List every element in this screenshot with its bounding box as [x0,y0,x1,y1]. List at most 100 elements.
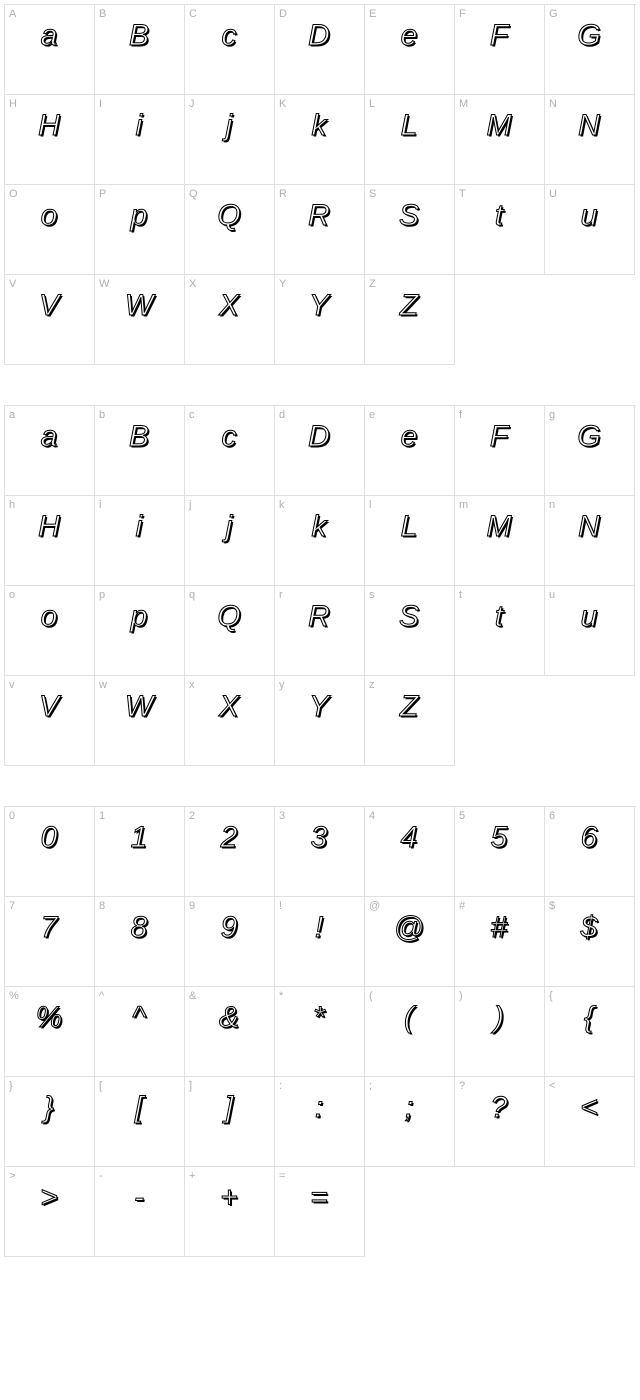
charmap-cell-empty [455,275,545,365]
cell-glyph: ! [275,911,364,945]
cell-glyph: o [5,199,94,233]
charmap-cell: ## [455,897,545,987]
cell-glyph: L [365,510,454,544]
charmap-cell: Uu [545,185,635,275]
charmap-cell: kk [275,496,365,586]
charmap-cell: [[ [95,1077,185,1167]
cell-glyph: W [95,690,184,724]
cell-glyph: ; [365,1091,454,1125]
cell-glyph: j [185,510,274,544]
cell-glyph: # [455,911,544,945]
charmap-cell: qQ [185,586,275,676]
cell-glyph: k [275,109,364,143]
cell-glyph: L [365,109,454,143]
charmap-cell: == [275,1167,365,1257]
charmap-cell: lL [365,496,455,586]
charmap-cell: $$ [545,897,635,987]
cell-glyph: X [185,289,274,323]
charmap-cell: QQ [185,185,275,275]
character-map-root: AaBBCcDDEeFFGGHHIiJjKkLLMMNNOoPpQQRRSSTt… [4,4,636,1257]
cell-glyph: R [275,600,364,634]
cell-glyph: i [95,109,184,143]
charmap-cell: bB [95,406,185,496]
cell-glyph: + [185,1181,274,1215]
cell-glyph: 3 [275,821,364,855]
cell-glyph: F [455,19,544,53]
charmap-cell: rR [275,586,365,676]
cell-glyph: @ [365,911,454,945]
charmap-cell: Pp [95,185,185,275]
charmap-cell: -- [95,1167,185,1257]
charmap-cell: gG [545,406,635,496]
charmap-cell: Oo [5,185,95,275]
charmap-cell: hH [5,496,95,586]
charmap-cell-empty [365,1167,455,1257]
charmap-section: aabBccdDeefFgGhHiijjkklLmMnNooppqQrRsStt… [4,405,636,766]
charmap-cell: cc [185,406,275,496]
charmap-cell: DD [275,5,365,95]
charmap-cell: ^^ [95,987,185,1077]
charmap-cell: LL [365,95,455,185]
charmap-section: AaBBCcDDEeFFGGHHIiJjKkLLMMNNOoPpQQRRSSTt… [4,4,636,365]
charmap-cell: pp [95,586,185,676]
cell-glyph: j [185,109,274,143]
cell-glyph: Q [185,199,274,233]
charmap-section: 00112233445566778899!!@@##$$%%^^&&**(())… [4,806,636,1257]
charmap-cell-empty [545,275,635,365]
charmap-cell: 11 [95,807,185,897]
cell-glyph: ^ [95,1001,184,1035]
cell-glyph: G [545,420,634,454]
charmap-cell: !! [275,897,365,987]
cell-glyph: c [185,19,274,53]
charmap-grid: aabBccdDeefFgGhHiijjkklLmMnNooppqQrRsStt… [4,405,636,766]
charmap-cell-empty [545,676,635,766]
cell-glyph: * [275,1001,364,1035]
cell-glyph: e [365,19,454,53]
charmap-cell: (( [365,987,455,1077]
charmap-cell: oo [5,586,95,676]
cell-glyph: Z [365,690,454,724]
cell-glyph: Y [275,690,364,724]
charmap-cell: 00 [5,807,95,897]
charmap-cell: dD [275,406,365,496]
charmap-cell: && [185,987,275,1077]
cell-glyph: D [275,19,364,53]
charmap-cell: {{ [545,987,635,1077]
cell-glyph: o [5,600,94,634]
charmap-cell: Ee [365,5,455,95]
cell-glyph: ] [185,1091,274,1125]
charmap-cell: %% [5,987,95,1077]
charmap-cell: vV [5,676,95,766]
charmap-cell: MM [455,95,545,185]
cell-glyph: G [545,19,634,53]
cell-glyph: 4 [365,821,454,855]
charmap-cell: Cc [185,5,275,95]
charmap-cell: RR [275,185,365,275]
charmap-cell-empty [455,676,545,766]
cell-glyph: B [95,19,184,53]
charmap-cell: Kk [275,95,365,185]
cell-glyph: > [5,1181,94,1215]
cell-glyph: e [365,420,454,454]
cell-glyph: V [5,690,94,724]
charmap-cell: wW [95,676,185,766]
charmap-cell: ?? [455,1077,545,1167]
cell-glyph: u [545,199,634,233]
charmap-cell: fF [455,406,545,496]
cell-glyph: [ [95,1091,184,1125]
cell-glyph: H [5,510,94,544]
charmap-cell: BB [95,5,185,95]
cell-glyph: t [455,600,544,634]
cell-glyph: 9 [185,911,274,945]
charmap-cell: uu [545,586,635,676]
cell-glyph: 0 [5,821,94,855]
charmap-cell: << [545,1077,635,1167]
cell-glyph: 6 [545,821,634,855]
charmap-cell: zZ [365,676,455,766]
charmap-cell: aa [5,406,95,496]
cell-glyph: R [275,199,364,233]
cell-glyph: t [455,199,544,233]
cell-glyph: { [545,1001,634,1035]
cell-glyph: S [365,600,454,634]
charmap-cell: 55 [455,807,545,897]
